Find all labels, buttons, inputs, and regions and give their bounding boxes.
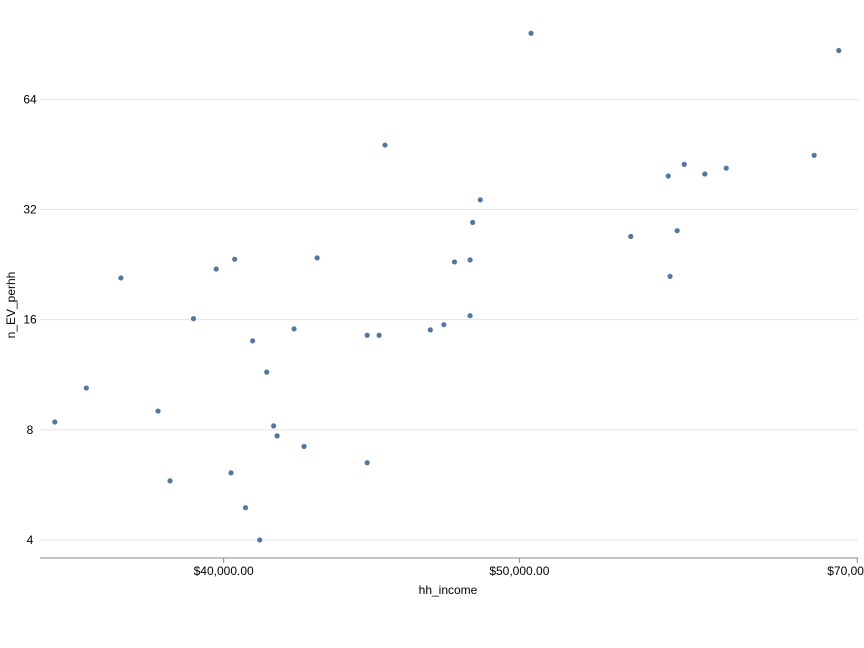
data-point [232, 256, 238, 262]
data-point [264, 369, 270, 375]
data-point [376, 332, 382, 338]
data-point [155, 408, 161, 414]
data-point [665, 173, 671, 179]
y-tick-label: 4 [27, 533, 34, 547]
data-point [213, 266, 219, 272]
data-point [427, 327, 433, 333]
data-point [301, 443, 307, 450]
data-point [477, 197, 483, 203]
y-tick-label: 32 [23, 202, 37, 216]
data-point [291, 326, 297, 332]
x-ticks: $40,000.00 $50,000.00 $70,000.00 [194, 558, 864, 578]
data-point [167, 478, 173, 484]
data-point [250, 338, 256, 344]
data-point [364, 332, 370, 338]
y-axis-title: n_EV_perhh [4, 272, 18, 339]
data-point [364, 460, 370, 466]
data-points [52, 30, 842, 543]
x-tick-label: $40,000.00 [194, 564, 254, 578]
data-point [628, 233, 634, 240]
y-tick-labels: 4 8 16 32 64 [23, 92, 37, 547]
data-point [257, 537, 263, 543]
data-point [702, 171, 708, 177]
data-point [723, 165, 729, 171]
x-axis-title: hh_income [419, 583, 478, 597]
data-point [190, 316, 197, 322]
data-point [118, 275, 124, 281]
data-point [83, 385, 89, 391]
y-tick-label: 64 [23, 92, 37, 106]
data-point [274, 433, 280, 439]
data-point [667, 273, 673, 280]
data-point [674, 228, 680, 234]
data-point [467, 257, 473, 263]
data-point [811, 152, 817, 158]
y-tick-label: 8 [27, 423, 34, 437]
data-point [681, 161, 687, 167]
data-point [242, 505, 249, 511]
gridlines [40, 98, 858, 541]
data-point [228, 470, 234, 476]
data-point [441, 322, 447, 328]
data-point [271, 423, 277, 429]
data-point [528, 30, 534, 36]
data-point [467, 313, 473, 319]
data-point [451, 259, 458, 265]
data-point [836, 47, 842, 54]
x-tick-label: $50,000.00 [489, 564, 549, 578]
data-point [382, 142, 388, 148]
x-tick-label: $70,000.00 [827, 564, 864, 578]
data-point [52, 419, 58, 425]
data-point [314, 255, 320, 261]
data-point [470, 219, 476, 226]
y-tick-label: 16 [23, 313, 37, 327]
